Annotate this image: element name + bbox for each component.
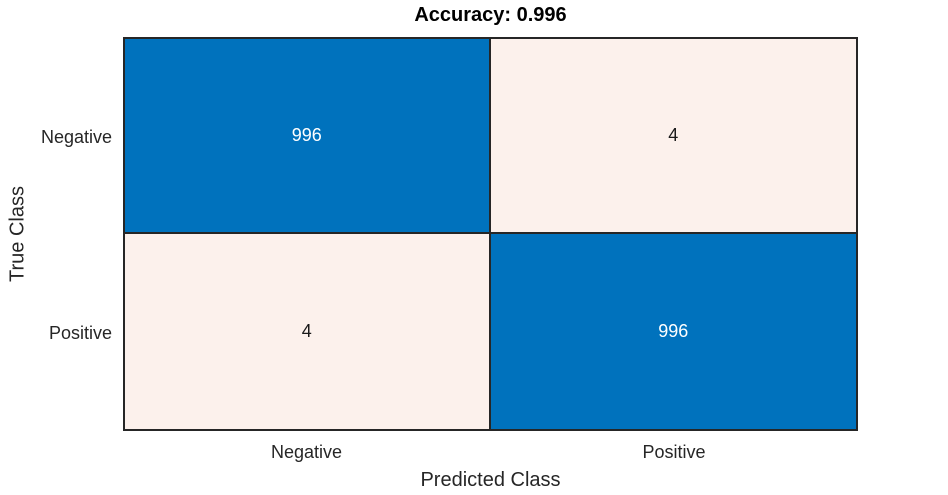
x-tick-negative: Negative [270,442,343,462]
y-tick-positive: Positive [48,323,112,343]
chart-title: Accuracy: 0.996 [414,4,567,26]
y-tick-negative: Negative [40,127,112,147]
x-axis-label: Predicted Class [420,469,561,491]
cell-true-negative: 996 [125,39,491,234]
cell-false-positive: 4 [490,39,856,234]
x-tick-positive: Positive [642,442,706,462]
cell-false-negative: 4 [125,234,491,429]
y-axis-label: True Class [6,186,29,282]
cell-true-positive: 996 [490,234,856,429]
matrix-plot-area: 996 4 4 996 [123,37,858,431]
